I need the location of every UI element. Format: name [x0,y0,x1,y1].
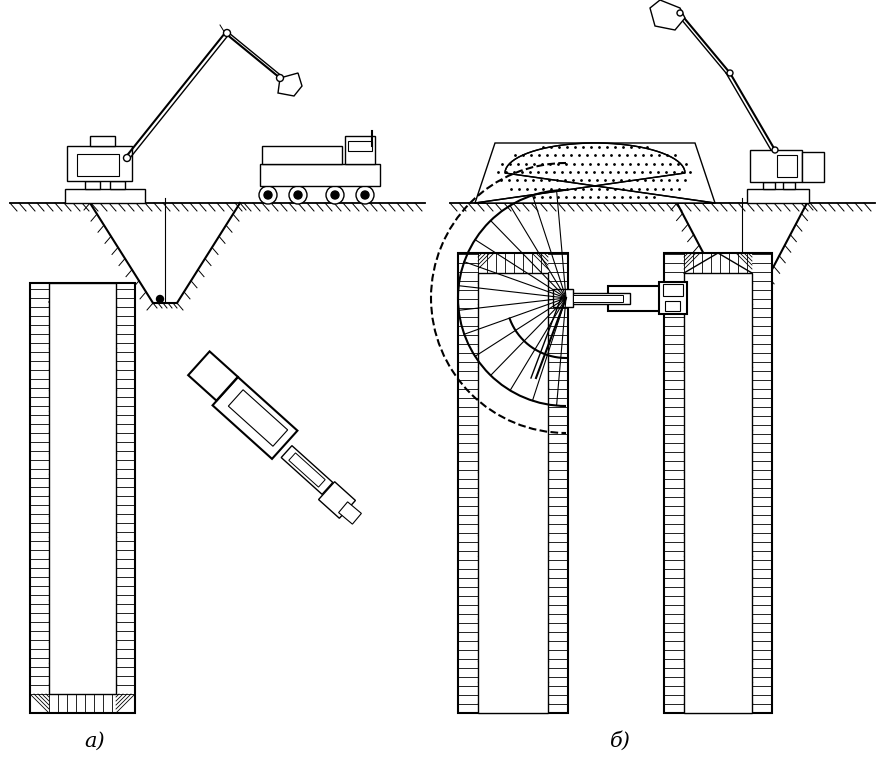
Bar [746,189,808,203]
Circle shape [331,191,339,199]
Bar [90,136,115,146]
Polygon shape [281,446,333,495]
Polygon shape [572,295,623,301]
Bar [478,273,547,713]
Bar [65,189,145,203]
Circle shape [289,186,306,204]
Polygon shape [649,0,684,30]
Circle shape [361,191,369,199]
Bar [77,154,119,176]
Bar [30,283,135,713]
Polygon shape [338,502,361,524]
Circle shape [277,74,284,81]
Polygon shape [277,73,302,96]
Polygon shape [565,292,630,304]
Circle shape [726,70,732,76]
Polygon shape [289,453,325,487]
Polygon shape [552,289,572,307]
Bar [67,146,132,181]
Polygon shape [212,377,297,459]
Circle shape [356,186,373,204]
Circle shape [259,186,277,204]
Bar [348,141,371,151]
Bar [801,152,823,182]
Bar [110,181,125,189]
Polygon shape [228,390,287,446]
Polygon shape [474,143,714,203]
Polygon shape [658,282,687,314]
Bar [344,136,375,164]
Circle shape [676,10,682,16]
Circle shape [293,191,302,199]
Bar [762,182,774,189]
Circle shape [124,155,130,162]
Bar [683,273,752,713]
Polygon shape [188,352,238,400]
Circle shape [771,147,777,153]
Bar [782,182,794,189]
Polygon shape [474,143,714,203]
Text: а): а) [84,732,105,751]
Bar [49,283,116,694]
Bar [260,164,379,186]
Text: б): б) [608,731,630,751]
Bar [776,155,796,177]
Bar [663,253,771,713]
Bar [457,253,567,713]
Circle shape [223,29,230,36]
Bar [749,150,801,182]
Bar [262,146,342,164]
Circle shape [326,186,343,204]
Circle shape [156,295,163,302]
Polygon shape [662,284,682,296]
Circle shape [263,191,271,199]
Polygon shape [608,285,663,311]
Polygon shape [665,301,680,311]
Bar [85,181,100,189]
Polygon shape [318,482,355,518]
